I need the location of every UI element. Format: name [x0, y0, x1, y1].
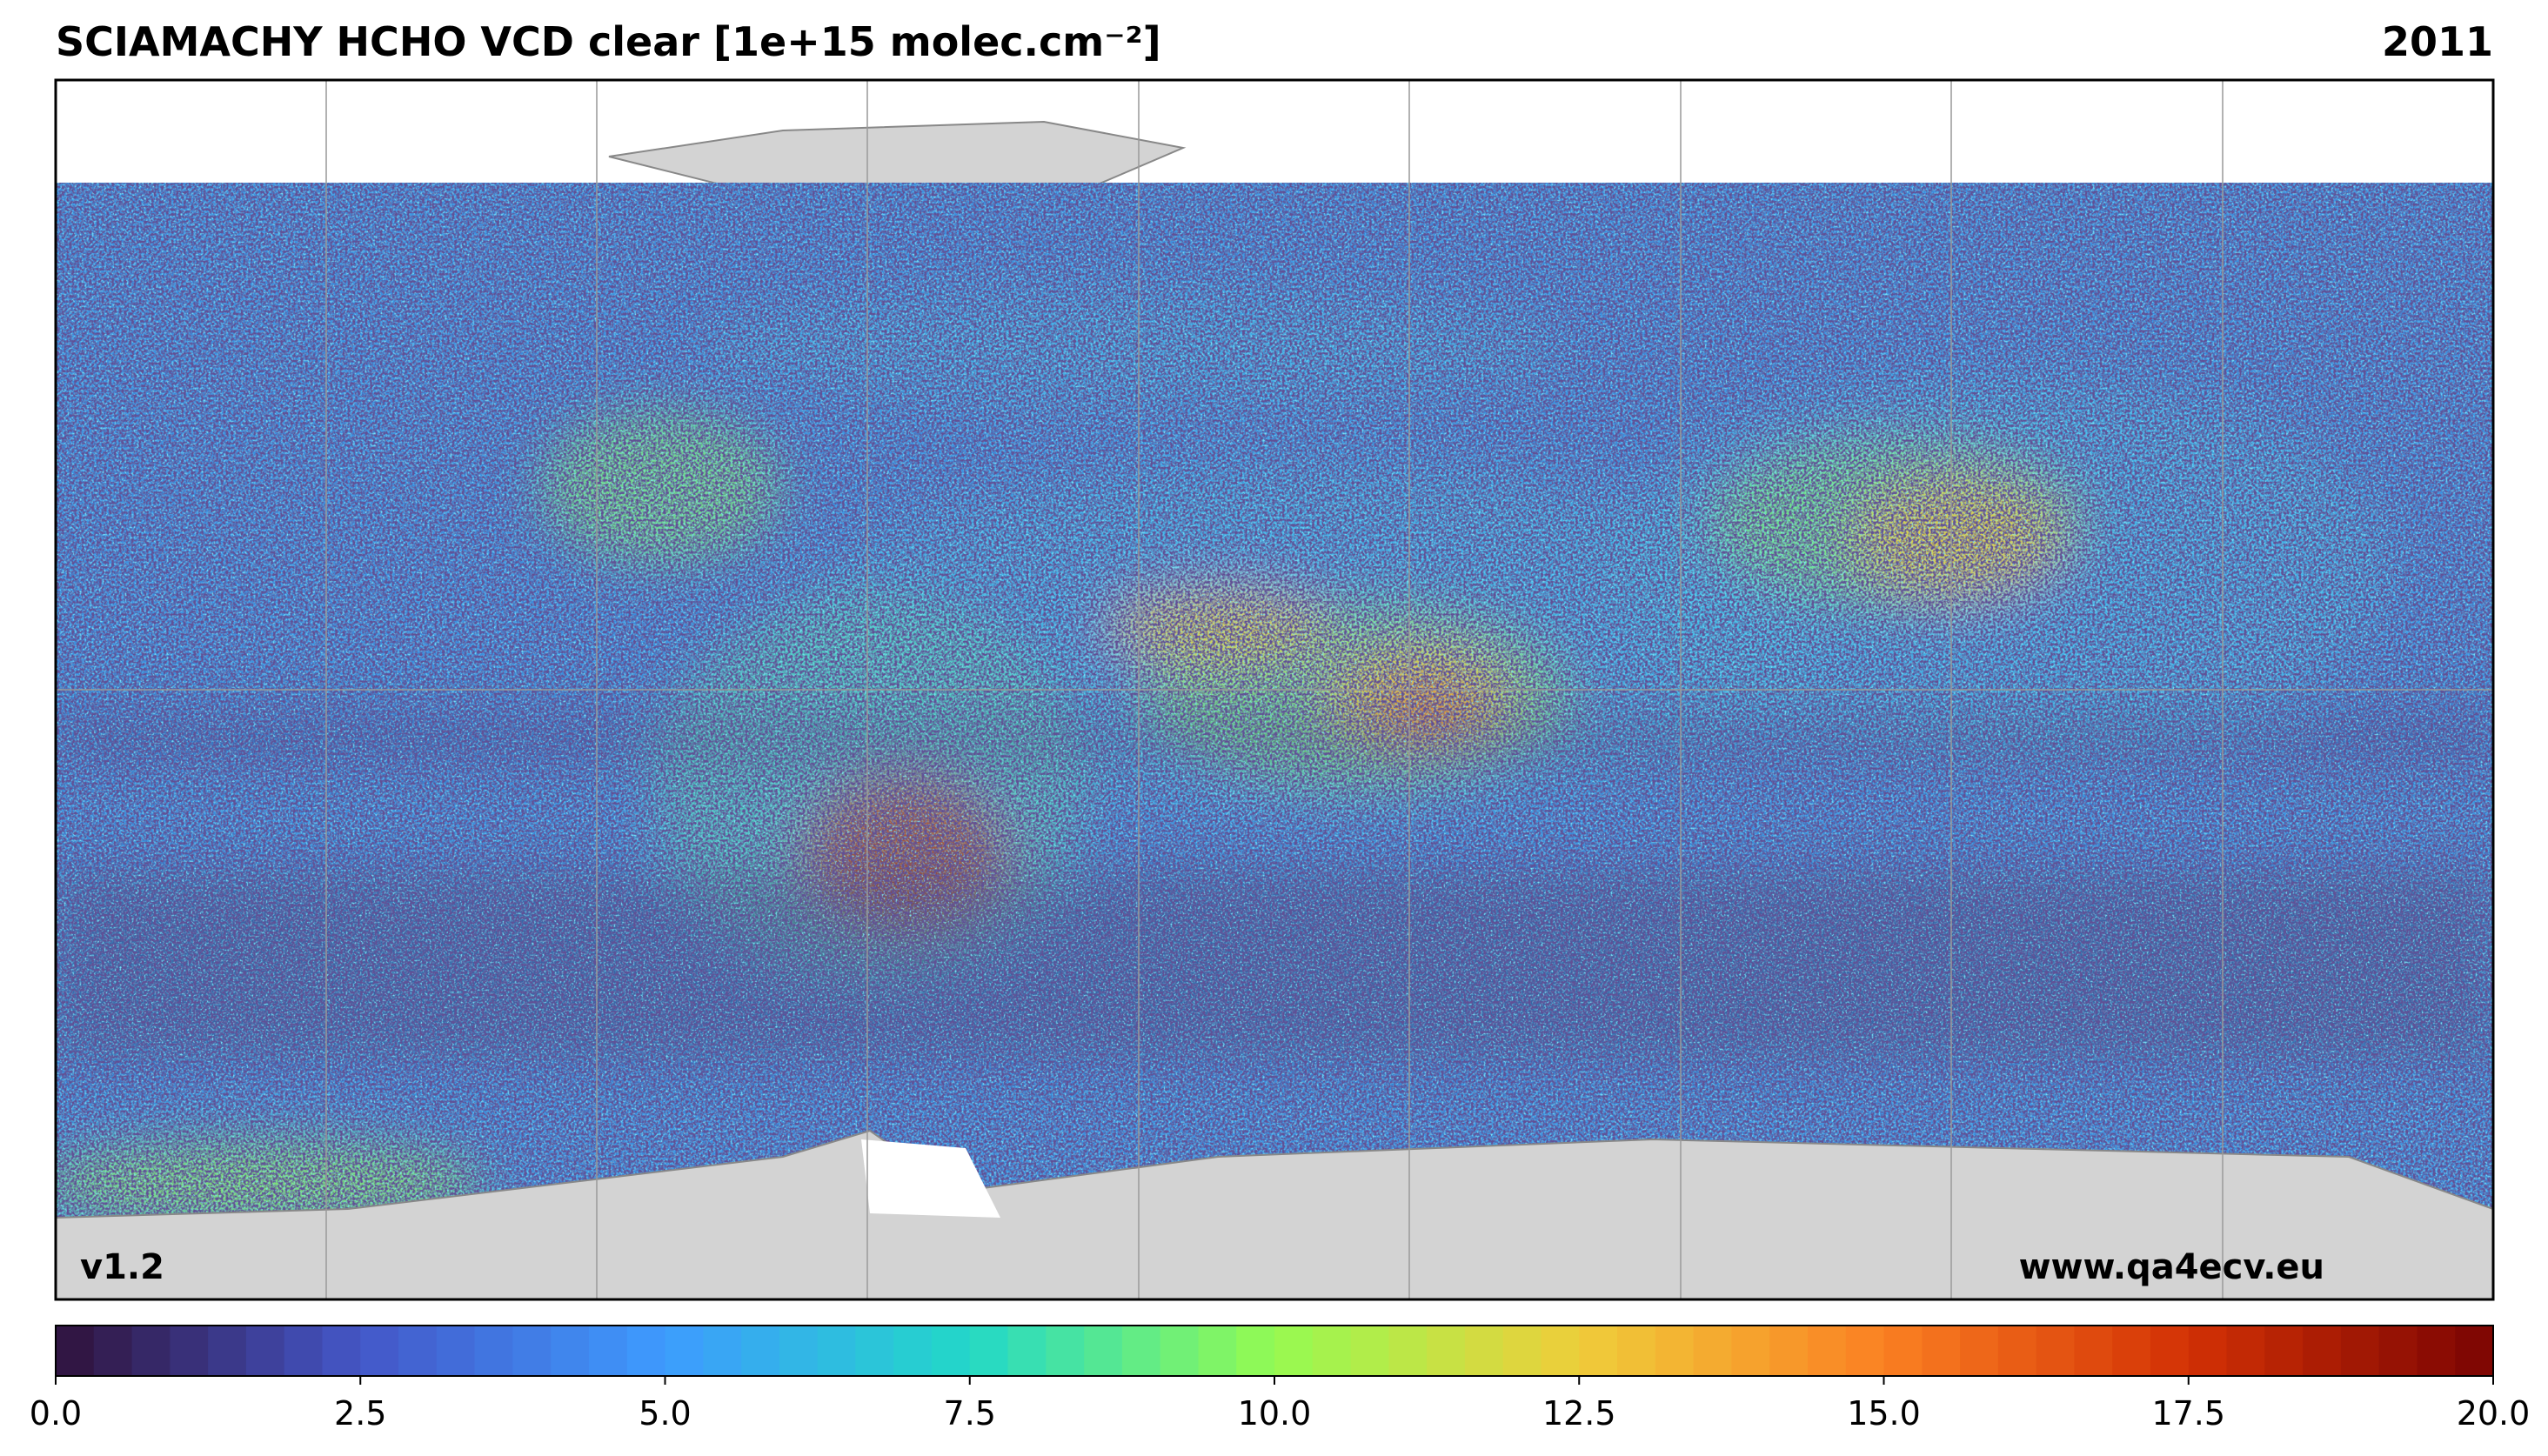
colorbar-segment	[1007, 1326, 1047, 1376]
colorbar-segment	[2378, 1326, 2418, 1376]
colorbar-segment	[2226, 1326, 2265, 1376]
colorbar-segment	[703, 1326, 742, 1376]
colorbar-segment	[170, 1326, 209, 1376]
colorbar-tick-label: 15.0	[1847, 1394, 1921, 1433]
colorbar-segment	[131, 1326, 171, 1376]
colorbar-segment	[1922, 1326, 1961, 1376]
colorbar-tick-label: 12.5	[1542, 1394, 1616, 1433]
colorbar-segment	[1388, 1326, 1428, 1376]
colorbar-segment	[1617, 1326, 1656, 1376]
colorbar-segment	[322, 1326, 361, 1376]
colorbar-segment	[1883, 1326, 1923, 1376]
colorbar-segment	[1046, 1326, 1085, 1376]
colorbar-segment	[2455, 1326, 2494, 1376]
colorbar-segment	[1845, 1326, 1885, 1376]
colorbar-segment	[626, 1326, 666, 1376]
colorbar-segment	[2074, 1326, 2113, 1376]
colorbar-segment	[398, 1326, 438, 1376]
colorbar-segment	[1693, 1326, 1732, 1376]
colorbar-segment	[1769, 1326, 1809, 1376]
colorbar-segment	[2036, 1326, 2076, 1376]
colorbar-tick-label: 20.0	[2457, 1394, 2531, 1433]
colorbar-segment	[2150, 1326, 2190, 1376]
map-frame	[54, 78, 2495, 1301]
colorbar-segment	[284, 1326, 324, 1376]
colorbar-segment	[741, 1326, 780, 1376]
map-title: SCIAMACHY HCHO VCD clear [1e+15 molec.cm…	[56, 18, 1161, 65]
colorbar-segment	[93, 1326, 133, 1376]
colorbar-segment	[474, 1326, 513, 1376]
colorbar-segment	[1960, 1326, 1999, 1376]
year: 2011	[2382, 18, 2493, 65]
colorbar-segment	[1084, 1326, 1123, 1376]
colorbar-segment	[588, 1326, 628, 1376]
colorbar-segment	[665, 1326, 704, 1376]
colorbar-segment	[1274, 1326, 1314, 1376]
colorbar-segment	[2264, 1326, 2304, 1376]
colorbar-segment	[1541, 1326, 1580, 1376]
colorbar-segment	[969, 1326, 1009, 1376]
colorbar-segment	[1731, 1326, 1770, 1376]
ice-shelf	[861, 1139, 1000, 1218]
colorbar-segment	[931, 1326, 971, 1376]
colorbar-segment	[2340, 1326, 2380, 1376]
colorbar-segment	[1464, 1326, 1504, 1376]
texture-dark	[56, 183, 2493, 1218]
colorbar-segment	[436, 1326, 476, 1376]
colorbar-segment	[1350, 1326, 1389, 1376]
colorbar-segment	[1236, 1326, 1275, 1376]
colorbar-segment	[1997, 1326, 2037, 1376]
colorbar-segment	[1198, 1326, 1237, 1376]
colorbar-segment	[56, 1326, 95, 1376]
colorbar-segment	[1312, 1326, 1352, 1376]
colorbar-tick-label: 17.5	[2151, 1394, 2225, 1433]
colorbar-segment	[779, 1326, 819, 1376]
colorbar-segment	[1579, 1326, 1618, 1376]
colorbar-segment	[1427, 1326, 1466, 1376]
colorbar-segment	[893, 1326, 933, 1376]
colorbar-segment	[551, 1326, 590, 1376]
colorbar	[56, 1326, 2494, 1376]
colorbar-segment	[1502, 1326, 1542, 1376]
colorbar-segment	[360, 1326, 399, 1376]
colorbar-segment	[855, 1326, 894, 1376]
colorbar-segment	[1160, 1326, 1200, 1376]
colorbar-tick-label: 0.0	[30, 1394, 82, 1433]
website-label: www.qa4ecv.eu	[2019, 1247, 2324, 1287]
colorbar-segment	[817, 1326, 857, 1376]
colorbar-segment	[1807, 1326, 1847, 1376]
colorbar-segment	[1655, 1326, 1695, 1376]
colorbar-segment	[245, 1326, 285, 1376]
colorbar-segment	[2417, 1326, 2456, 1376]
colorbar-segment	[2112, 1326, 2151, 1376]
graticule	[56, 80, 2493, 1299]
colorbar-tick-label: 5.0	[639, 1394, 691, 1433]
colorbar-segment	[208, 1326, 247, 1376]
colorbar-segment	[2188, 1326, 2228, 1376]
colorbar-tick-label: 7.5	[944, 1394, 996, 1433]
version-label: v1.2	[80, 1247, 164, 1287]
colorbar-segment	[512, 1326, 552, 1376]
colorbar-segment	[1121, 1326, 1161, 1376]
map-area	[56, 80, 2493, 1299]
colorbar-tick-label: 10.0	[1238, 1394, 1312, 1433]
colorbar-tick-label: 2.5	[334, 1394, 386, 1433]
antarctica	[56, 1129, 2493, 1299]
colorbar-segment	[2303, 1326, 2342, 1376]
